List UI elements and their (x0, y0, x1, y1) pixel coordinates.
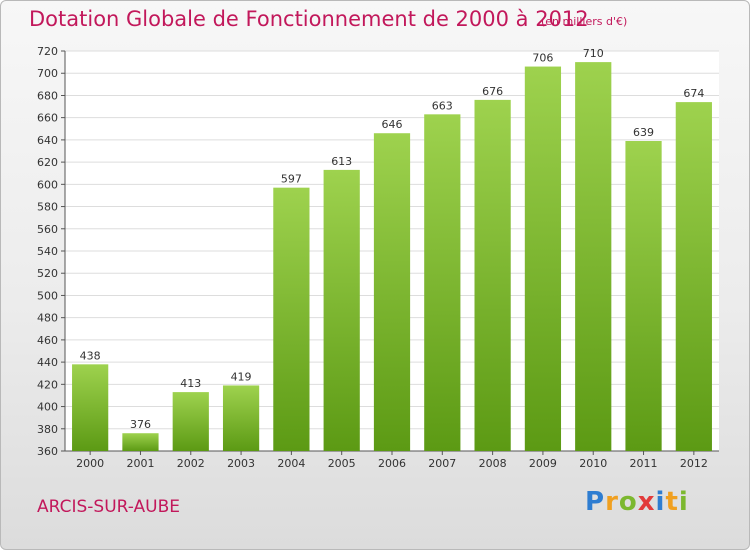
x-tick-label: 2001 (126, 457, 154, 470)
x-tick-label: 2003 (227, 457, 255, 470)
logo-letter: r (605, 487, 619, 517)
x-tick-label: 2010 (579, 457, 607, 470)
y-tick-label: 380 (37, 423, 58, 436)
y-tick-label: 640 (37, 134, 58, 147)
data-label: 413 (180, 377, 201, 390)
y-tick-label: 360 (37, 445, 58, 458)
x-tick-label: 2007 (428, 457, 456, 470)
data-label: 676 (482, 85, 503, 98)
logo-letter: i (678, 487, 689, 517)
data-label: 419 (231, 370, 252, 383)
data-label: 706 (532, 52, 553, 65)
bar (625, 141, 662, 451)
y-tick-label: 500 (37, 289, 58, 302)
bar (575, 62, 612, 451)
y-tick-label: 480 (37, 312, 58, 325)
y-tick-label: 660 (37, 112, 58, 125)
y-tick-label: 620 (37, 156, 58, 169)
x-tick-label: 2000 (76, 457, 104, 470)
y-tick-label: 580 (37, 201, 58, 214)
bar (524, 66, 562, 452)
bar (373, 133, 411, 451)
y-tick-label: 680 (37, 89, 58, 102)
x-tick-label: 2005 (328, 457, 356, 470)
y-tick-label: 540 (37, 245, 58, 258)
data-label: 438 (80, 349, 101, 362)
x-tick-label: 2002 (177, 457, 205, 470)
data-label: 597 (281, 173, 302, 186)
bar (323, 169, 360, 451)
proxiti-logo: Proxiti (585, 487, 689, 517)
y-tick-label: 440 (37, 356, 58, 369)
bar (424, 114, 461, 451)
y-tick-label: 560 (37, 223, 58, 236)
chart-title: Dotation Globale de Fonctionnement de 20… (29, 7, 589, 31)
y-tick-label: 520 (37, 267, 58, 280)
bar (222, 385, 260, 451)
x-tick-label: 2011 (630, 457, 658, 470)
data-label: 663 (432, 99, 453, 112)
logo-letter: x (637, 487, 656, 517)
data-label: 639 (633, 126, 654, 139)
bar (122, 433, 159, 451)
x-tick-label: 2008 (479, 457, 507, 470)
chart-subtitle: (en milliers d'€) (541, 15, 628, 28)
y-tick-label: 460 (37, 334, 58, 347)
data-label: 710 (583, 47, 604, 60)
bar (474, 99, 511, 451)
x-tick-label: 2012 (680, 457, 708, 470)
data-label: 646 (382, 118, 403, 131)
logo-letter: o (618, 487, 638, 517)
x-tick-label: 2009 (529, 457, 557, 470)
x-tick-label: 2006 (378, 457, 406, 470)
city-name: ARCIS-SUR-AUBE (37, 497, 180, 517)
data-label: 674 (683, 87, 704, 100)
bar (172, 392, 209, 451)
logo-letter: i (655, 487, 666, 517)
y-tick-label: 720 (37, 45, 58, 58)
data-label: 376 (130, 418, 151, 431)
bar (675, 102, 712, 451)
bar (273, 187, 310, 451)
y-tick-label: 600 (37, 178, 58, 191)
x-tick-label: 2004 (277, 457, 305, 470)
y-tick-label: 420 (37, 378, 58, 391)
logo-letter: t (665, 487, 679, 517)
logo-letter: P (585, 487, 606, 517)
data-label: 613 (331, 155, 352, 168)
bar (72, 364, 109, 451)
y-tick-label: 700 (37, 67, 58, 80)
y-tick-label: 400 (37, 401, 58, 414)
